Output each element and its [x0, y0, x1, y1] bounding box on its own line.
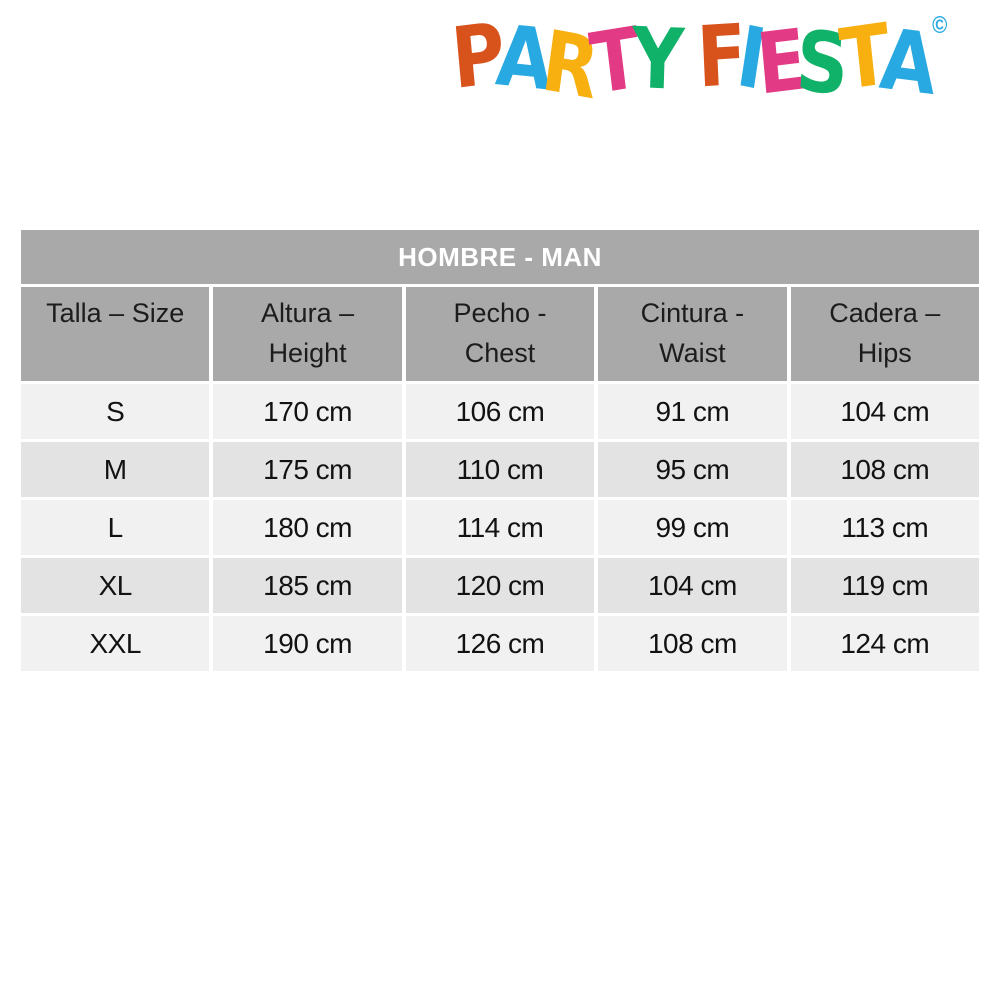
column-header: Cadera – Hips [790, 287, 979, 381]
column-header: Altura – Height [213, 287, 402, 381]
size-chart: HOMBRE - MAN Talla – Size Altura – Height… [17, 227, 983, 674]
copyright-mark: © [932, 12, 948, 39]
logo-letter: Y [629, 8, 686, 110]
measurement-cell: 170 cm [213, 384, 402, 439]
measurement-cell: 104 cm [598, 558, 787, 613]
measurement-cell: 175 cm [213, 442, 402, 497]
table-body: S 170 cm 106 cm 91 cm 104 cm M 175 cm 110 cm 95 … [21, 384, 979, 671]
measurement-cell: 120 cm [405, 558, 595, 613]
measurement-cell: 114 cm [405, 500, 595, 555]
measurement-cell: 99 cm [598, 500, 787, 555]
column-header: Cintura - Waist [598, 287, 787, 381]
measurement-cell: 91 cm [598, 384, 787, 439]
measurement-cell: 119 cm [790, 558, 979, 613]
size-cell: S [21, 384, 210, 439]
measurement-cell: 106 cm [405, 384, 595, 439]
table-row: XXL 190 cm 126 cm 108 cm 124 cm [21, 616, 979, 671]
party-fiesta-logo: P A R T Y F I E S T A © [448, 4, 948, 118]
measurement-cell: 108 cm [598, 616, 787, 671]
table-title-row: HOMBRE - MAN [21, 230, 979, 284]
size-cell: M [21, 442, 210, 497]
measurement-cell: 110 cm [405, 442, 595, 497]
table-row: L 180 cm 114 cm 99 cm 113 cm [21, 500, 979, 555]
table-header-row: Talla – Size Altura – Height Pecho - Chest… [21, 287, 979, 381]
column-header: Pecho - Chest [405, 287, 595, 381]
size-cell: XXL [21, 616, 210, 671]
measurement-cell: 190 cm [213, 616, 402, 671]
table-row: XL 185 cm 120 cm 104 cm 119 cm [21, 558, 979, 613]
measurement-cell: 104 cm [790, 384, 979, 439]
logo-letter: A [876, 9, 942, 115]
column-header: Talla – Size [21, 287, 210, 381]
measurement-cell: 185 cm [213, 558, 402, 613]
measurement-cell: 108 cm [790, 442, 979, 497]
measurement-cell: 124 cm [790, 616, 979, 671]
measurement-cell: 126 cm [405, 616, 595, 671]
size-cell: L [21, 500, 210, 555]
measurement-cell: 95 cm [598, 442, 787, 497]
table-row: M 175 cm 110 cm 95 cm 108 cm [21, 442, 979, 497]
size-chart-table: HOMBRE - MAN Talla – Size Altura – Height… [17, 227, 983, 674]
measurement-cell: 113 cm [790, 500, 979, 555]
size-cell: XL [21, 558, 210, 613]
table-row: S 170 cm 106 cm 91 cm 104 cm [21, 384, 979, 439]
table-title: HOMBRE - MAN [21, 230, 979, 284]
measurement-cell: 180 cm [213, 500, 402, 555]
